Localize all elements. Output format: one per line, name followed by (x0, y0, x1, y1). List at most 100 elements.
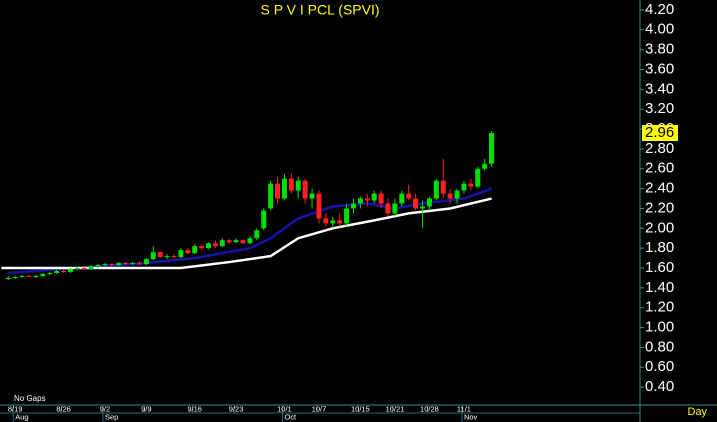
month-label: Oct (284, 412, 297, 421)
candle-body (420, 206, 426, 209)
candle-body (261, 210, 267, 229)
moving-average-line (1, 197, 492, 270)
x-tick-label: 10/28 (420, 404, 439, 413)
candle-body (19, 275, 25, 277)
candle-body (281, 178, 287, 199)
candle-body (136, 263, 142, 265)
y-tick-label: 0.40 (645, 378, 674, 395)
candle-body (344, 208, 350, 224)
y-tick-label: 3.40 (645, 80, 674, 97)
candle-body (323, 218, 329, 224)
y-tick-label: 2.40 (645, 180, 674, 197)
candle-body (185, 250, 191, 254)
candle-body (364, 198, 370, 201)
x-tick-label: 10/1 (277, 404, 292, 413)
last-price-label: 2.96 (645, 124, 674, 141)
candle-body (392, 203, 398, 214)
candle-body (143, 259, 149, 265)
x-tick-label: 9/23 (229, 404, 244, 413)
candle-body (199, 246, 205, 249)
y-tick-label: 2.00 (645, 219, 674, 236)
candle-body (130, 263, 136, 265)
candle-body (40, 273, 46, 276)
candle-body (123, 263, 129, 265)
candle-body (316, 193, 322, 219)
candle-body (178, 250, 184, 258)
candle-body (67, 269, 73, 272)
candle-body (150, 252, 156, 260)
y-tick-label: 1.40 (645, 279, 674, 296)
x-tick-label: 9/2 (100, 404, 110, 413)
candle-body (454, 190, 460, 199)
y-tick-label: 0.80 (645, 338, 674, 355)
candle-body (254, 230, 260, 239)
candle-body (47, 272, 53, 274)
y-tick-label: 1.60 (645, 259, 674, 276)
candle-body (371, 193, 377, 201)
candle-body (54, 270, 60, 273)
y-tick-label: 3.20 (645, 100, 674, 117)
y-tick-label: 2.20 (645, 199, 674, 216)
x-tick-label: 10/15 (351, 404, 370, 413)
x-tick-label: 11/1 (457, 404, 471, 413)
candle-body (233, 240, 239, 243)
candle-body (433, 180, 439, 199)
candle-body (116, 263, 122, 266)
x-tick-label: 10/7 (312, 404, 327, 413)
period-label: Day (687, 406, 707, 418)
candle-body (33, 275, 39, 277)
gaps-note: No Gaps (14, 394, 46, 403)
y-tick-label: 1.80 (645, 239, 674, 256)
candle-body (212, 243, 218, 247)
last-price-box (642, 125, 678, 142)
candle-body (440, 180, 446, 194)
candle-body (12, 276, 18, 278)
candle-body (461, 183, 467, 191)
y-tick-label: 4.00 (645, 21, 674, 38)
chart-title: S P V I PCL (SPVI) (260, 2, 379, 18)
candle-body (413, 198, 419, 209)
candle-body (109, 264, 115, 266)
candle-body (350, 203, 356, 209)
candle-body (268, 183, 274, 209)
x-tick-label: 9/16 (187, 404, 202, 413)
candle-body (157, 252, 163, 258)
candle-body (5, 277, 11, 279)
x-tick-label: 8/26 (56, 404, 71, 413)
candle-body (475, 168, 481, 187)
candle-body (219, 240, 225, 247)
candle-body (61, 270, 67, 272)
candle-body (385, 203, 391, 214)
candle-body (288, 178, 294, 191)
candle-body (295, 180, 301, 191)
candle-body (26, 275, 32, 277)
candle-body (468, 183, 474, 187)
y-tick-label: 1.00 (645, 319, 674, 336)
candle-body (81, 268, 87, 270)
month-label: Sep (105, 412, 118, 421)
candle-body (337, 220, 343, 224)
y-tick-label: 4.20 (645, 1, 674, 18)
candle-body (171, 256, 177, 258)
y-tick-label: 1.20 (645, 299, 674, 316)
candle-body (357, 198, 363, 204)
candle-body (164, 256, 170, 258)
candle-body (95, 265, 101, 267)
candle-body (275, 183, 281, 199)
candle-body (426, 198, 432, 207)
candle-body (302, 180, 308, 199)
candle-body (378, 193, 384, 204)
y-tick-label: 0.60 (645, 358, 674, 375)
candle-body (88, 266, 94, 270)
x-tick-label: 9/9 (141, 404, 151, 413)
x-tick-label: 10/21 (386, 404, 405, 413)
y-tick-label: 2.60 (645, 160, 674, 177)
candle-body (309, 193, 315, 199)
candle-body (240, 240, 246, 244)
y-tick-label: 3.60 (645, 60, 674, 77)
candle-body (226, 240, 232, 243)
candle-body (102, 264, 108, 266)
